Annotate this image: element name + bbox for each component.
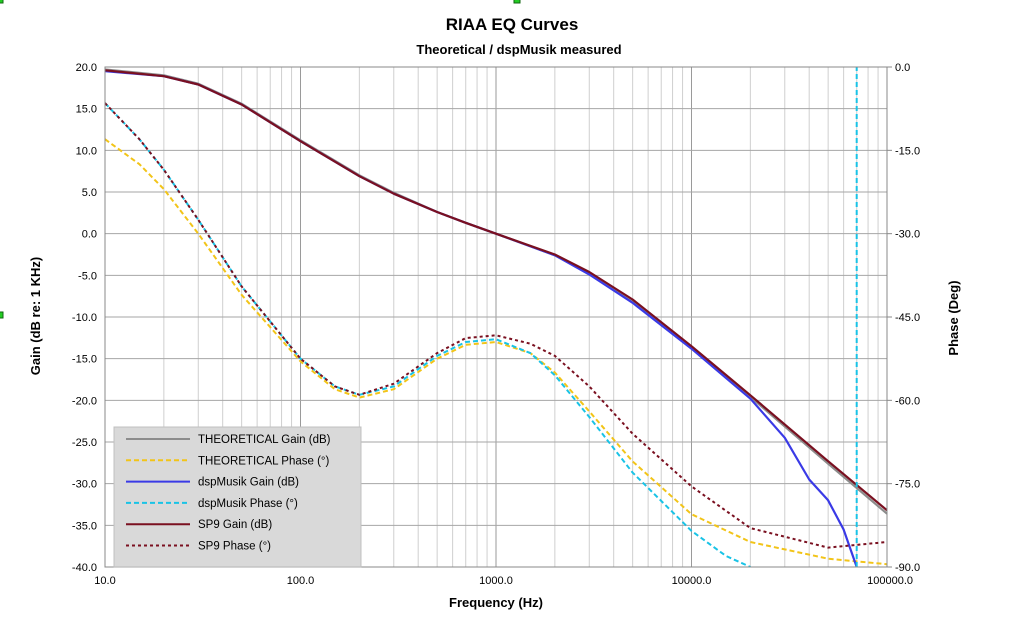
y-tick-label-left: -15.0	[72, 354, 97, 366]
y-tick-label-left: 20.0	[76, 62, 97, 74]
y-tick-label-left: -10.0	[72, 312, 97, 324]
y-tick-label-right: -90.0	[895, 562, 920, 574]
y-tick-label-left: -30.0	[72, 479, 97, 491]
y-tick-label-right: -15.0	[895, 145, 920, 157]
y-tick-label-right: -60.0	[895, 395, 920, 407]
legend-label: dspMusik Phase (°)	[198, 498, 298, 510]
series-line-3	[105, 102, 751, 567]
legend-label: dspMusik Gain (dB)	[198, 477, 299, 489]
x-axis-label: Frequency (Hz)	[449, 595, 543, 610]
y-tick-label-left: 10.0	[76, 145, 97, 157]
series-lines	[105, 67, 887, 567]
y-tick-label-left: -35.0	[72, 520, 97, 532]
y-tick-label-left: 15.0	[76, 104, 97, 116]
y-tick-label-right: 0.0	[895, 62, 910, 74]
legend-label: SP9 Phase (°)	[198, 541, 271, 553]
y-tick-label-left: 0.0	[82, 229, 97, 241]
y-tick-label-left: -40.0	[72, 562, 97, 574]
series-line-1	[105, 138, 887, 566]
legend-label: SP9 Gain (dB)	[198, 519, 272, 531]
x-tick-label: 100.0	[287, 575, 315, 587]
y-tick-label-right: -75.0	[895, 479, 920, 491]
series-line-4	[105, 69, 887, 512]
y-axis-label-left: Gain (dB re: 1 KHz)	[28, 257, 43, 375]
resize-handle-middle-left[interactable]	[0, 311, 4, 319]
series-line-5	[105, 102, 887, 549]
y-tick-label-left: -20.0	[72, 395, 97, 407]
x-tick-label: 100000.0	[867, 575, 913, 587]
resize-handle-top-left[interactable]	[0, 0, 4, 4]
legend: THEORETICAL Gain (dB) THEORETICAL Phase (…	[113, 426, 362, 568]
x-tick-label: 10000.0	[672, 575, 712, 587]
y-tick-label-left: 5.0	[82, 187, 97, 199]
y-tick-label-right: -30.0	[895, 229, 920, 241]
y-tick-label-left: -25.0	[72, 437, 97, 449]
resize-handle-top-center[interactable]	[513, 0, 521, 4]
legend-box	[113, 426, 362, 568]
chart-title: RIAA EQ Curves	[446, 15, 579, 34]
legend-label: THEORETICAL Gain (dB)	[198, 434, 331, 446]
y-axis-label-right: Phase (Deg)	[946, 280, 961, 355]
legend-label: THEORETICAL Phase (°)	[198, 455, 330, 467]
x-tick-label: 1000.0	[479, 575, 513, 587]
y-tick-label-left: -5.0	[78, 270, 97, 282]
x-tick-label: 10.0	[94, 575, 115, 587]
tick-labels: 20.0 15.0 10.0 5.0 0.0 -5.0 -10.0 -15.0 -20.0 -25…	[72, 62, 920, 587]
chart-subtitle: Theoretical / dspMusik measured	[416, 42, 621, 57]
y-tick-label-right: -45.0	[895, 312, 920, 324]
